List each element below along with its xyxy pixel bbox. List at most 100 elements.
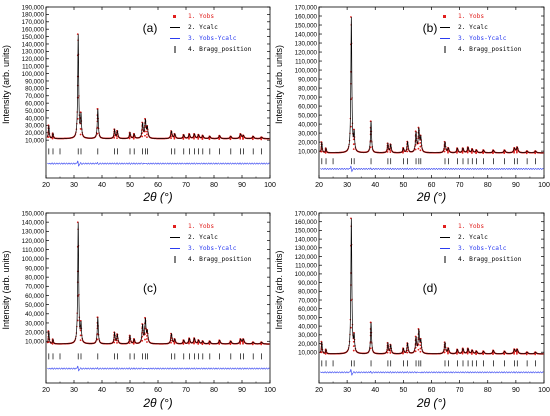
legend: 1. Yobs 2. Ycalc 3. Yobs-Ycalc 4. Bragg_pos… [170,13,252,53]
yobs-point [113,136,116,139]
yobs-point [79,339,82,342]
x-tick-label: 90 [238,182,246,189]
y-tick-label: 80,000 [25,274,44,281]
x-tick-label: 80 [210,182,218,189]
y-tick-label: 110,000 [22,247,44,254]
yobs-point [419,145,422,148]
series-ycalc [47,222,270,345]
yobs-point [447,150,449,153]
y-tick-label: 40,000 [298,323,317,330]
y-tick-label: 140,000 [22,41,45,48]
legend-entry: 2. Ycalc [458,24,488,31]
y-tick-label: 10,000 [25,137,44,144]
x-tick-label: 100 [264,387,276,394]
plot-frame [45,212,271,384]
y-tick-label: 70,000 [298,297,317,304]
y-tick-label: 170,000 [295,210,318,217]
yobs-point [414,148,417,151]
legend: 1. Yobs 2. Ycalc 3. Yobs-Ycalc 4. Bragg_pos… [440,223,522,263]
y-tick-label: 130,000 [22,49,45,56]
plot-frame [45,6,271,179]
y-tick-label: 190,000 [22,4,45,11]
panel-label: (a) [143,21,158,35]
y-tick-label: 30,000 [25,320,44,327]
yobs-point [352,143,355,146]
yobs-point [402,352,404,355]
legend-entry: 4. Bragg_position [188,46,252,53]
x-tick-label: 30 [343,182,351,189]
y-tick-label: 30,000 [25,123,44,130]
y-axis-label: Intensity (arb. units) [274,45,284,124]
x-tick-label: 90 [238,387,246,394]
x-tick-label: 70 [182,387,190,394]
yobs-point [515,150,518,153]
series-difference [47,365,270,372]
y-tick-label: 80,000 [298,85,317,92]
y-tick-label: 50,000 [25,108,44,115]
yobs-point [419,347,422,350]
x-tick-label: 50 [126,182,134,189]
panel-3: 20 30 40 50 60 70 80 90 100 10,000 20,000 30,000 40,… [274,210,550,410]
y-tick-label: 90,000 [298,76,317,83]
yobs-point [146,335,148,337]
x-tick-label: 50 [126,387,134,394]
y-tick-label: 170,000 [295,4,318,11]
y-tick-label: 10,000 [25,339,44,346]
x-tick-label: 50 [399,182,407,189]
y-tick-label: 80,000 [25,86,44,93]
yobs-point [515,151,518,154]
y-tick-label: 70,000 [298,94,317,101]
yobs-point [414,350,417,353]
x-tick-label: 80 [210,387,218,394]
series-difference [320,368,544,376]
yobs-point [146,338,148,340]
yobs-point [170,137,172,140]
y-tick-label: 90,000 [25,78,44,85]
legend-entry: 1. Yobs [188,13,214,20]
yobs-point [132,137,135,140]
x-tick-label: 90 [512,182,520,189]
x-tick-label: 20 [42,387,50,394]
y-tick-label: 110,000 [295,58,317,65]
panel-label: (c) [143,281,157,295]
yobs-point [369,347,372,350]
y-tick-label: 150,000 [295,22,318,29]
y-tick-label: 130,000 [295,40,318,47]
legend-entry: 1. Yobs [458,13,484,20]
x-tick-label: 70 [456,182,464,189]
x-tick-label: 100 [538,387,550,394]
yobs-point [466,151,469,154]
y-tick-label: 120,000 [22,56,45,63]
x-tick-label: 40 [98,387,106,394]
y-tick-label: 40,000 [298,121,317,128]
y-tick-label: 110,000 [22,63,44,70]
legend-entry: 4. Bragg_position [188,256,252,263]
y-tick-label: 100,000 [295,271,318,278]
yobs-point [51,137,54,140]
y-tick-label: 160,000 [295,13,318,20]
y-tick-label: 50,000 [25,302,44,309]
yobs-point [79,133,82,136]
yobs-point [113,341,116,344]
yobs-point [116,135,118,138]
y-tick-label: 10,000 [298,148,317,155]
series-ycalc [320,17,544,154]
series-bragg-positions [321,360,536,367]
panel-1: 20 30 40 50 60 70 80 90 100 10,000 20,000 30,000 40,… [274,4,550,204]
yobs-point [447,352,449,355]
series-ycalc [47,34,270,139]
yobs-point [146,341,148,343]
x-tick-label: 60 [154,387,162,394]
y-tick-label: 90,000 [25,265,44,272]
yobs-point [141,135,144,138]
legend-entry: 4. Bragg_position [458,256,522,263]
legend: 1. Yobs 2. Ycalc 3. Yobs-Ycalc 4. Bragg_pos… [440,13,522,53]
yobs-point [447,351,449,354]
legend-marker-yobs [173,15,176,18]
yobs-point [352,148,355,150]
y-tick-label: 170,000 [22,19,45,26]
y-axis-label: Intensity (arb. units) [1,250,11,329]
x-tick-label: 100 [264,182,276,189]
panel-label: (d) [423,281,438,295]
y-tick-label: 80,000 [298,289,317,296]
